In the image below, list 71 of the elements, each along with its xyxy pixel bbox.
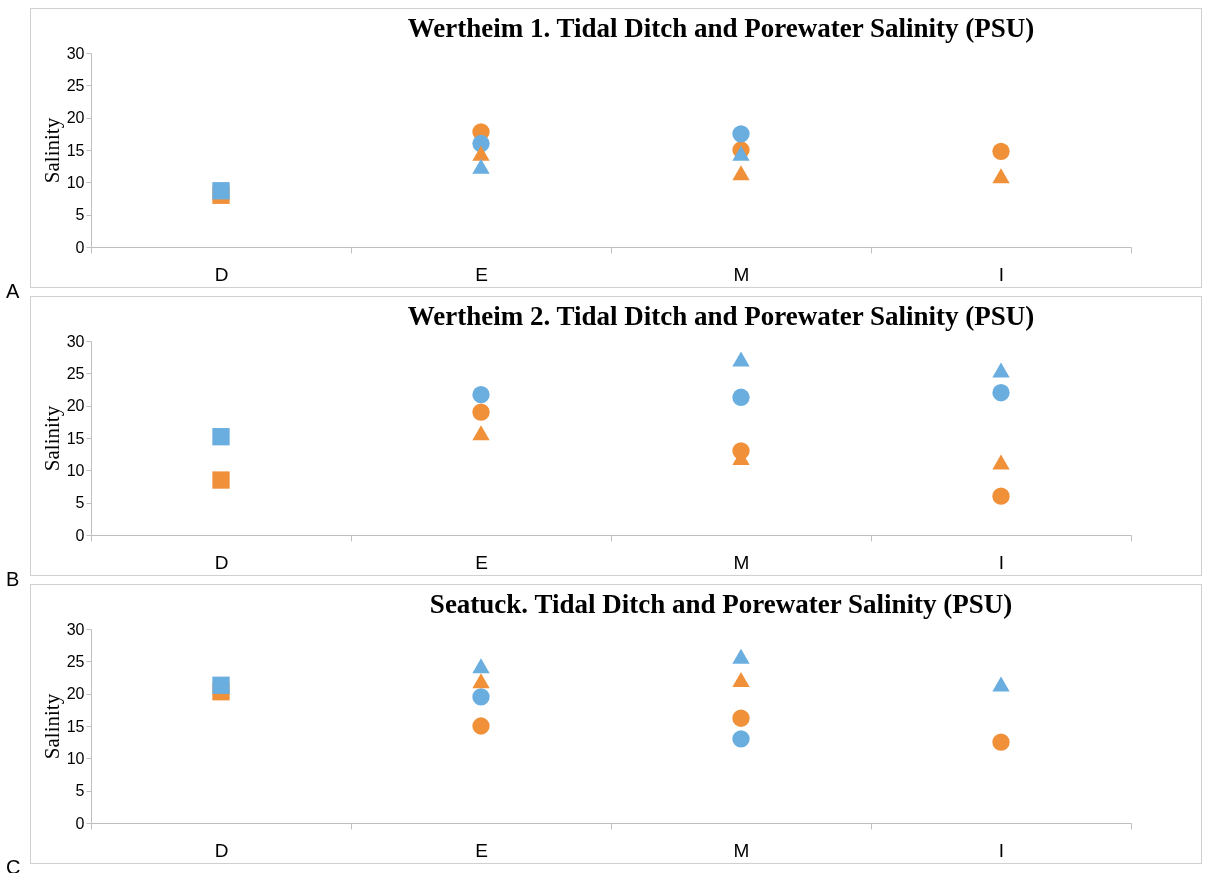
- y-tick-label: 5: [75, 782, 85, 800]
- point: [992, 454, 1010, 470]
- y-tick-label: 0: [75, 238, 85, 256]
- point: [732, 145, 750, 161]
- text: B: [6, 568, 20, 591]
- x-tick-label: M: [733, 839, 750, 861]
- point: [472, 717, 490, 735]
- y-tick-label: 20: [66, 685, 85, 703]
- x-tick-label: E: [475, 551, 488, 573]
- point: [472, 158, 490, 174]
- point: [472, 145, 490, 161]
- y-tick-label: 30: [66, 44, 85, 62]
- y-tick-label: 15: [66, 429, 85, 447]
- x-tick-label: I: [998, 839, 1005, 861]
- point: [992, 676, 1010, 692]
- text: A: [6, 280, 20, 303]
- y-tick-label: 10: [66, 173, 85, 191]
- x-tick-label: I: [998, 263, 1005, 285]
- point: [992, 168, 1010, 184]
- point: [992, 733, 1010, 751]
- point: [732, 125, 750, 143]
- point: [212, 428, 230, 446]
- point: [732, 671, 750, 687]
- point: [732, 709, 750, 727]
- y-axis-title: Salinity: [39, 693, 64, 760]
- point: [212, 471, 230, 489]
- point: [732, 730, 750, 748]
- point: [472, 425, 490, 441]
- point: [212, 676, 230, 694]
- y-tick-label: 25: [66, 652, 85, 670]
- x-tick-label: D: [214, 263, 229, 285]
- y-tick-label: 10: [66, 749, 85, 767]
- point: [992, 384, 1010, 402]
- y-tick-label: 15: [66, 717, 85, 735]
- y-tick-label: 5: [75, 494, 85, 512]
- point: [992, 362, 1010, 378]
- point: [732, 648, 750, 664]
- y-tick-label: 15: [66, 141, 85, 159]
- y-tick-label: 0: [75, 526, 85, 544]
- x-tick-label: I: [998, 551, 1005, 573]
- point: [472, 386, 490, 404]
- point: [212, 182, 230, 200]
- chart-title: Seatuck. Tidal Ditch and Porewater Salinity (PSU): [429, 589, 1013, 619]
- point: [472, 673, 490, 689]
- point: [472, 403, 490, 421]
- x-tick-label: D: [214, 839, 229, 861]
- y-tick-label: 20: [66, 397, 85, 415]
- point: [732, 165, 750, 181]
- x-tick-label: E: [475, 263, 488, 285]
- x-tick-label: M: [733, 551, 750, 573]
- point: [992, 487, 1010, 505]
- chart-title: Wertheim 2. Tidal Ditch and Porewater Salinity (PSU): [407, 301, 1035, 331]
- point: [472, 658, 490, 674]
- x-tick-label: D: [214, 551, 229, 573]
- y-tick-label: 25: [66, 76, 85, 94]
- y-tick-label: 20: [66, 109, 85, 127]
- y-tick-label: 0: [75, 814, 85, 832]
- point: [472, 688, 490, 706]
- y-axis-title: Salinity: [39, 405, 64, 472]
- x-tick-label: M: [733, 263, 750, 285]
- y-tick-label: 10: [66, 461, 85, 479]
- point: [992, 142, 1010, 160]
- y-tick-label: 30: [66, 332, 85, 350]
- point: [732, 388, 750, 406]
- chart-title: Wertheim 1. Tidal Ditch and Porewater Salinity (PSU): [407, 13, 1035, 43]
- y-tick-label: 5: [75, 206, 85, 224]
- y-tick-label: 25: [66, 364, 85, 382]
- x-tick-label: E: [475, 839, 488, 861]
- point: [732, 351, 750, 367]
- y-axis-title: Salinity: [39, 117, 64, 184]
- y-tick-label: 30: [66, 620, 85, 638]
